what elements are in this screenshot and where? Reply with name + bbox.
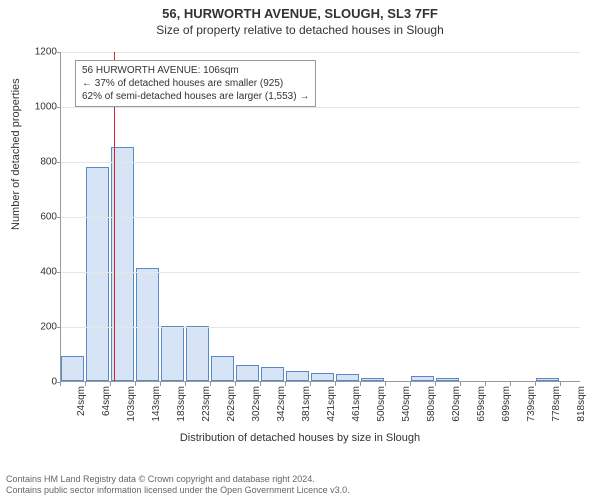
xtick-label: 103sqm (126, 386, 137, 422)
xtick-label: 262sqm (226, 386, 237, 422)
histogram-bar (211, 356, 234, 381)
histogram-bar (311, 373, 334, 381)
xtick-label: 381sqm (301, 386, 312, 422)
annotation-line-1: 56 HURWORTH AVENUE: 106sqm (82, 64, 309, 77)
histogram-bar (86, 167, 109, 382)
xtick-mark (110, 382, 111, 386)
x-axis-label: Distribution of detached houses by size … (0, 432, 600, 444)
histogram-bar (336, 374, 359, 381)
ytick-mark (57, 162, 61, 163)
xtick-mark (510, 382, 511, 386)
ytick-mark (57, 52, 61, 53)
xtick-mark (410, 382, 411, 386)
histogram-bar (436, 378, 459, 381)
xtick-label: 64sqm (101, 386, 112, 416)
chart-title: 56, HURWORTH AVENUE, SLOUGH, SL3 7FF (0, 0, 600, 21)
xtick-label: 818sqm (576, 386, 587, 422)
xtick-label: 223sqm (201, 386, 212, 422)
xtick-mark (535, 382, 536, 386)
xtick-mark (385, 382, 386, 386)
gridline (61, 162, 580, 163)
histogram-bar (261, 367, 284, 381)
ytick-label: 400 (27, 267, 57, 278)
ytick-mark (57, 107, 61, 108)
ytick-label: 0 (27, 377, 57, 388)
xtick-mark (560, 382, 561, 386)
xtick-mark (260, 382, 261, 386)
ytick-mark (57, 272, 61, 273)
chart-subtitle: Size of property relative to detached ho… (0, 21, 600, 37)
xtick-mark (285, 382, 286, 386)
xtick-mark (85, 382, 86, 386)
gridline (61, 272, 580, 273)
xtick-label: 699sqm (501, 386, 512, 422)
xtick-label: 302sqm (251, 386, 262, 422)
ytick-label: 200 (27, 322, 57, 333)
histogram-bar (61, 356, 84, 381)
xtick-label: 580sqm (426, 386, 437, 422)
xtick-label: 739sqm (526, 386, 537, 422)
xtick-mark (235, 382, 236, 386)
xtick-mark (485, 382, 486, 386)
annotation-box: 56 HURWORTH AVENUE: 106sqm ← 37% of deta… (75, 60, 316, 107)
xtick-mark (210, 382, 211, 386)
xtick-mark (360, 382, 361, 386)
histogram-bar (236, 365, 259, 382)
xtick-mark (335, 382, 336, 386)
annotation-line-3: 62% of semi-detached houses are larger (… (82, 90, 309, 103)
ytick-mark (57, 327, 61, 328)
histogram-bar (286, 371, 309, 381)
xtick-label: 659sqm (476, 386, 487, 422)
histogram-bar (136, 268, 159, 381)
xtick-mark (460, 382, 461, 386)
xtick-mark (135, 382, 136, 386)
gridline (61, 52, 580, 53)
xtick-label: 778sqm (551, 386, 562, 422)
annotation-line-2: ← 37% of detached houses are smaller (92… (82, 77, 309, 90)
ytick-label: 600 (27, 212, 57, 223)
ytick-label: 800 (27, 157, 57, 168)
histogram-bar (161, 326, 184, 381)
xtick-mark (310, 382, 311, 386)
ytick-label: 1200 (27, 47, 57, 58)
histogram-bar (536, 378, 559, 381)
footer: Contains HM Land Registry data © Crown c… (6, 474, 350, 497)
y-axis-label: Number of detached properties (10, 78, 22, 230)
ytick-label: 1000 (27, 102, 57, 113)
ytick-mark (57, 217, 61, 218)
xtick-label: 143sqm (151, 386, 162, 422)
chart-container: 56, HURWORTH AVENUE, SLOUGH, SL3 7FF Siz… (0, 0, 600, 500)
xtick-mark (160, 382, 161, 386)
xtick-mark (435, 382, 436, 386)
xtick-label: 540sqm (401, 386, 412, 422)
xtick-mark (185, 382, 186, 386)
histogram-bar (361, 378, 384, 381)
footer-line-1: Contains HM Land Registry data © Crown c… (6, 474, 350, 485)
footer-line-2: Contains public sector information licen… (6, 485, 350, 496)
histogram-bar (186, 326, 209, 381)
xtick-label: 461sqm (351, 386, 362, 422)
xtick-label: 500sqm (376, 386, 387, 422)
histogram-bar (411, 376, 434, 382)
gridline (61, 217, 580, 218)
xtick-label: 24sqm (76, 386, 87, 416)
xtick-label: 620sqm (451, 386, 462, 422)
xtick-label: 342sqm (276, 386, 287, 422)
gridline (61, 327, 580, 328)
xtick-mark (60, 382, 61, 386)
gridline (61, 107, 580, 108)
xtick-label: 421sqm (326, 386, 337, 422)
xtick-label: 183sqm (176, 386, 187, 422)
